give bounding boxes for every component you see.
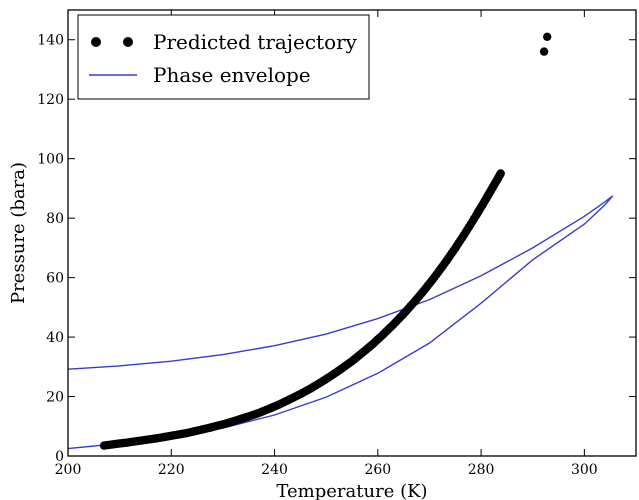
x-axis-label: Temperature (K) — [276, 481, 427, 500]
x-tick-label: 300 — [571, 462, 598, 478]
y-tick-label: 0 — [55, 449, 64, 465]
y-tick-label: 140 — [37, 33, 64, 49]
legend-marker-trajectory — [123, 37, 133, 47]
phase-envelope-line — [67, 195, 614, 450]
plot-frame — [67, 9, 637, 457]
x-tick-label: 260 — [364, 462, 391, 478]
trajectory-point — [539, 47, 549, 56]
axis-ticks: 200 220 240 260 280 300 0 20 40 60 80 100 120 140 — [37, 10, 636, 478]
x-tick-label: 220 — [158, 462, 185, 478]
y-tick-label: 100 — [37, 152, 64, 168]
x-tick-label: 280 — [468, 462, 495, 478]
y-tick-label: 20 — [46, 390, 64, 406]
y-tick-label: 80 — [46, 211, 64, 227]
y-tick-label: 40 — [46, 330, 64, 346]
legend-box — [77, 14, 370, 100]
legend-marker-trajectory — [91, 37, 101, 47]
y-tick-label: 120 — [37, 92, 64, 108]
y-axis-label: Pressure (bara) — [8, 162, 29, 304]
legend-label-trajectory: Predicted trajectory — [153, 30, 358, 54]
y-tick-label: 60 — [46, 271, 64, 287]
x-tick-label: 200 — [55, 462, 82, 478]
trajectory-point — [543, 32, 552, 41]
plot-content — [67, 32, 614, 450]
legend: Predicted trajectory Phase envelope — [77, 14, 370, 100]
trajectory-point — [496, 169, 505, 178]
legend-label-envelope: Phase envelope — [153, 63, 311, 87]
x-tick-label: 240 — [261, 462, 288, 478]
